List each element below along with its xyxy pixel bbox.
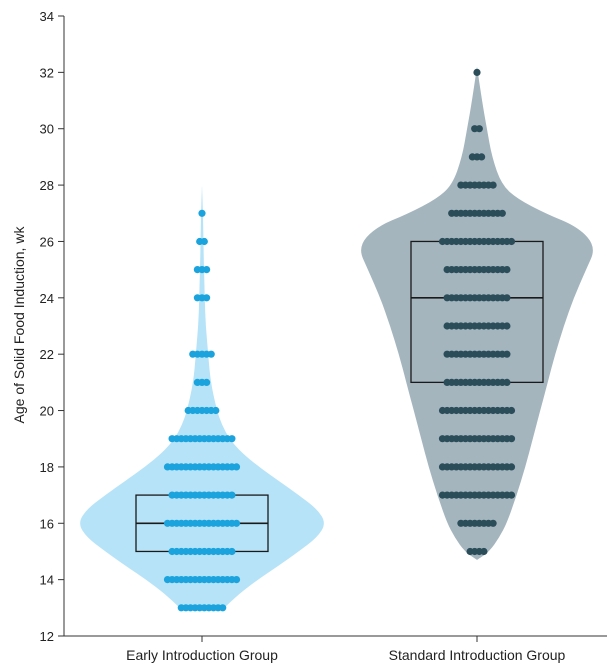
data-point-early [228,435,236,443]
x-category-label: Standard Introduction Group [389,647,566,663]
data-point-early [232,463,241,471]
y-tick-label: 28 [40,178,54,193]
points-layer [163,68,516,612]
data-point-early [198,209,206,217]
data-point-standard [507,463,516,471]
y-tick-label: 16 [40,516,54,531]
data-point-early [203,378,211,386]
data-point-standard [480,547,488,556]
data-point-standard [503,294,511,302]
data-point-standard [503,266,511,274]
data-point-standard [507,237,516,246]
data-point-standard [475,125,483,133]
data-point-early [207,350,215,358]
y-tick-label: 32 [40,65,54,80]
y-tick-label: 34 [40,9,54,24]
y-tick-label: 24 [40,291,54,306]
y-tick-label: 30 [40,122,54,137]
data-point-early [212,406,220,415]
x-category-label: Early Introduction Group [126,647,278,663]
y-tick-label: 18 [40,460,54,475]
data-point-early [203,266,211,274]
data-point-standard [489,181,497,189]
data-point-standard [503,350,511,358]
data-point-standard [507,491,516,499]
y-tick-label: 26 [40,234,54,249]
data-point-standard [473,68,481,76]
data-point-standard [498,209,506,217]
axes-layer: Early Introduction Group Standard Introdu… [40,9,607,663]
violin-early [80,185,324,608]
data-point-early [203,294,211,302]
y-tick-label: 14 [40,573,54,588]
data-point-standard [489,519,497,527]
data-point-standard [503,322,511,330]
y-tick-label: 22 [40,347,54,362]
data-point-standard [503,378,511,386]
data-point-early [232,576,241,584]
violins-layer [80,66,593,608]
data-point-early [200,237,208,246]
data-point-early [219,604,227,612]
data-point-early [228,547,236,556]
data-point-early [228,491,236,499]
data-point-early [232,519,241,527]
y-tick-label: 12 [40,629,54,644]
data-point-standard [507,435,516,443]
y-tick-label: 20 [40,404,54,419]
data-point-standard [478,153,486,161]
y-axis-title: Age of Solid Food Induction, wk [11,226,27,424]
data-point-standard [507,406,516,415]
violin-standard [361,66,593,560]
